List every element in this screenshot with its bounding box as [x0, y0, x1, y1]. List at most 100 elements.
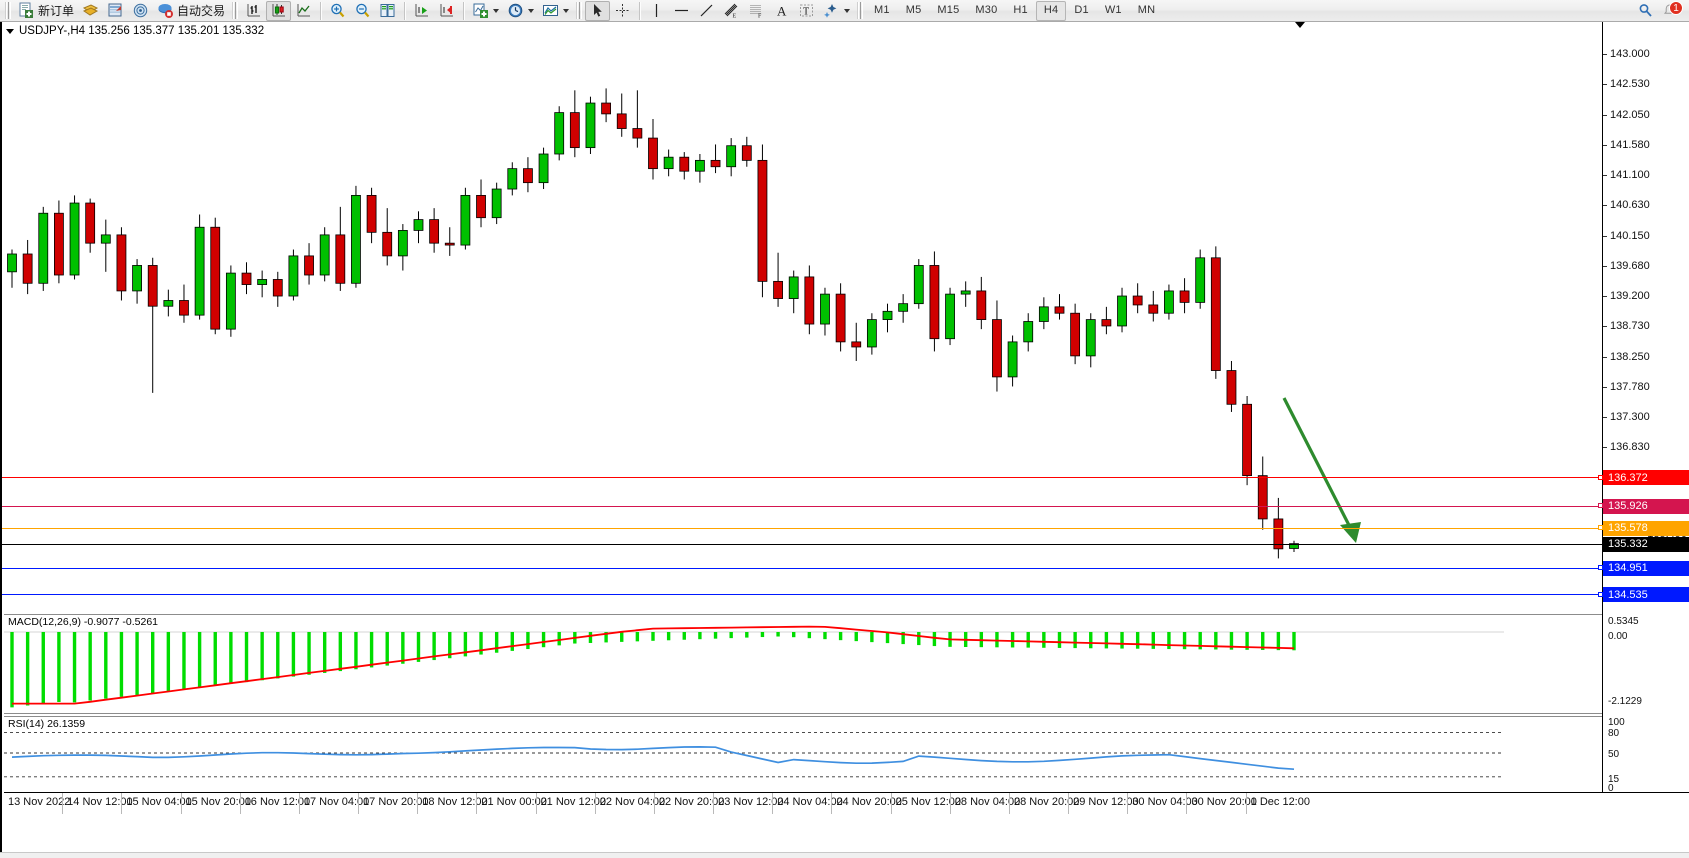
timeframe-w1[interactable]: W1 [1097, 1, 1130, 21]
candlestick-chart-button[interactable] [266, 0, 292, 21]
resistance-red-line[interactable] [2, 477, 1604, 479]
entry-orange-price-tag[interactable]: 135.578 [1603, 520, 1689, 536]
time-divider [1127, 793, 1129, 814]
tile-windows-button[interactable] [375, 1, 400, 21]
timeframe-d1[interactable]: D1 [1066, 1, 1096, 21]
time-axis-label: 13 Nov 2022 [8, 796, 71, 808]
toolbar-separator-1 [320, 1, 322, 20]
search-icon [1639, 4, 1652, 17]
rsi-axis-label-80: 80 [1608, 728, 1620, 739]
equidistant-channel-button[interactable]: E [719, 1, 744, 21]
support-blue-1-drag-handle[interactable] [1598, 565, 1603, 571]
zoom-out-button[interactable] [350, 1, 375, 21]
resistance-crimson-drag-handle[interactable] [1598, 503, 1603, 509]
entry-orange-drag-handle[interactable] [1598, 525, 1603, 531]
support-blue-2-line[interactable] [2, 594, 1604, 596]
timeframe-m1-label: M1 [874, 4, 890, 16]
horizontal-line-button[interactable] [669, 1, 694, 21]
timeframe-m5[interactable]: M5 [898, 1, 930, 21]
time-axis-label: 23 Nov 12:00 [718, 796, 784, 808]
cursor-button[interactable] [585, 0, 611, 21]
zoom-in-button[interactable] [325, 1, 350, 21]
data-window-button[interactable] [128, 1, 153, 21]
toolbar-grip-3[interactable] [576, 2, 583, 19]
time-axis-label: 21 Nov 12:00 [540, 796, 606, 808]
timeframe-m15[interactable]: M15 [929, 1, 967, 21]
fibonacci-icon: F [750, 5, 762, 19]
timeframe-m30[interactable]: M30 [967, 1, 1005, 21]
toolbar-grip-4[interactable] [857, 2, 864, 19]
bar-chart-button[interactable] [241, 1, 266, 21]
templates-icon [543, 5, 559, 16]
timeframe-h1-label: H1 [1013, 4, 1028, 16]
periods-button[interactable] [503, 1, 538, 21]
support-blue-1-price-tag[interactable]: 134.951 [1603, 560, 1689, 576]
toolbar-grip-2[interactable] [232, 2, 239, 19]
entry-orange-line[interactable] [2, 527, 1604, 529]
chart-shift-marker[interactable] [1295, 22, 1305, 28]
alerts-button[interactable]: 1 [1658, 0, 1683, 21]
text-button[interactable]: A [769, 1, 794, 21]
rsi-line [11, 746, 1295, 771]
svg-text:T: T [803, 7, 809, 18]
chart-shift-button[interactable] [434, 1, 459, 21]
equidistant-channel-icon: E [724, 3, 738, 20]
price-plot[interactable] [4, 40, 1602, 610]
crosshair-button[interactable] [610, 1, 635, 21]
time-axis[interactable]: 13 Nov 2022 14 Nov 12:00 15 Nov 04:00 15 No… [4, 792, 1689, 814]
macd-signal-line [12, 625, 1295, 705]
zoom-in-icon [331, 3, 345, 18]
resistance-crimson-line[interactable] [2, 505, 1604, 507]
timeframe-m15-label: M15 [937, 4, 960, 16]
search-button[interactable] [1633, 1, 1658, 21]
time-divider [831, 793, 833, 814]
new-order-button[interactable]: 新订单 [14, 1, 78, 21]
text-icon: A [777, 4, 787, 19]
support-blue-2-drag-handle[interactable] [1598, 591, 1603, 597]
macd-indicator-panel[interactable]: MACD(12,26,9) -0.9077 -0.5261 [4, 614, 1602, 714]
chevron-down-icon[interactable] [844, 8, 851, 13]
rsi-axis-label-50: 50 [1608, 749, 1620, 760]
profiles-button[interactable] [78, 1, 103, 21]
rsi-axis-label-0: 0 [1608, 783, 1614, 794]
price-tick-label: 141.580 [1610, 138, 1650, 151]
chevron-down-icon[interactable] [563, 8, 570, 13]
svg-text:E: E [733, 14, 737, 20]
auto-scroll-button[interactable] [409, 1, 434, 21]
time-axis-label: 25 Nov 12:00 [895, 796, 962, 808]
price-tick-label: 137.300 [1610, 411, 1650, 424]
rsi-indicator-panel[interactable]: RSI(14) 26.1359 [4, 716, 1602, 792]
trend-line-button[interactable] [694, 1, 719, 21]
chevron-down-icon[interactable] [493, 8, 500, 13]
add-indicator-button[interactable] [468, 1, 503, 21]
timeframe-m1[interactable]: M1 [866, 1, 898, 21]
macd-axis: 0.5345 0.00 -2.1229 [1602, 614, 1689, 716]
text-label-button[interactable]: T [794, 1, 819, 21]
autotrading-button[interactable]: 自动交易 [153, 1, 229, 21]
time-divider [1008, 793, 1010, 814]
chevron-down-icon[interactable] [528, 8, 535, 13]
resistance-crimson-price-tag[interactable]: 135.926 [1603, 498, 1689, 514]
fibonacci-button[interactable]: F [744, 1, 769, 21]
toolbar-separator-2 [404, 1, 406, 20]
timeframe-h1[interactable]: H1 [1005, 1, 1035, 21]
vertical-line-button[interactable] [644, 1, 669, 21]
market-watch-button[interactable] [103, 1, 128, 21]
timeframe-m5-label: M5 [905, 4, 922, 16]
templates-button[interactable] [538, 1, 573, 21]
timeframe-mn[interactable]: MN [1130, 1, 1164, 21]
timeframe-h4[interactable]: H4 [1035, 0, 1067, 21]
line-chart-button[interactable] [291, 1, 316, 21]
resistance-red-drag-handle[interactable] [1598, 474, 1603, 480]
toolbar-grip[interactable] [5, 2, 11, 19]
resistance-red-price-tag[interactable]: 136.372 [1603, 470, 1689, 486]
price-tick-label: 141.100 [1610, 169, 1650, 182]
time-axis-label: 22 Nov 04:00 [599, 796, 666, 808]
shapes-button[interactable] [819, 1, 854, 21]
support-blue-2-price-tag[interactable]: 134.535 [1603, 587, 1689, 603]
shapes-icon [824, 4, 837, 18]
support-blue-1-line[interactable] [2, 567, 1604, 569]
chart-window[interactable]: USDJPY-,H4 135.256 135.377 135.201 135.3… [0, 22, 1689, 858]
chart-menu-caret-icon[interactable] [6, 28, 14, 34]
crosshair-icon [616, 4, 630, 17]
